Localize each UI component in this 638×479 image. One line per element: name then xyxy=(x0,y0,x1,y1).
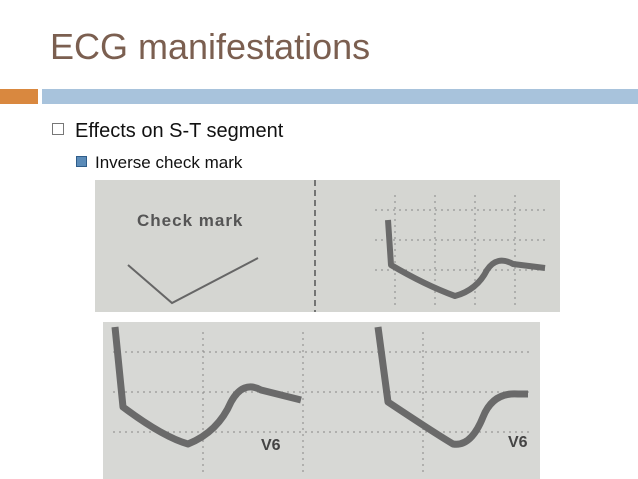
bullet-icon xyxy=(76,156,87,167)
title-rule xyxy=(42,89,638,104)
bullet-text: Inverse check mark xyxy=(95,153,243,172)
image-bg xyxy=(95,180,560,312)
bullet-text: Effects on S-T segment xyxy=(75,120,284,142)
sub-bullet: Inverse check mark xyxy=(76,153,242,173)
ecg-image-top: Check mark xyxy=(95,180,560,312)
accent-bar xyxy=(0,89,38,104)
image-label: Check mark xyxy=(137,211,243,230)
ecg-trace xyxy=(374,326,528,448)
lead-label: V6 xyxy=(261,437,281,454)
slide-title: ECG manifestations xyxy=(50,26,371,67)
image-bg xyxy=(103,322,540,479)
ecg-image-bottom: V6 V6 xyxy=(103,322,540,479)
check-mark-shape xyxy=(127,257,259,305)
grid xyxy=(375,195,545,305)
bullet: Effects on S-T segment xyxy=(52,120,283,143)
ecg-trace xyxy=(111,326,302,448)
grid xyxy=(113,332,533,472)
lead-label: V6 xyxy=(508,434,528,451)
ecg-trace xyxy=(385,219,546,299)
bullet-icon xyxy=(52,123,64,135)
